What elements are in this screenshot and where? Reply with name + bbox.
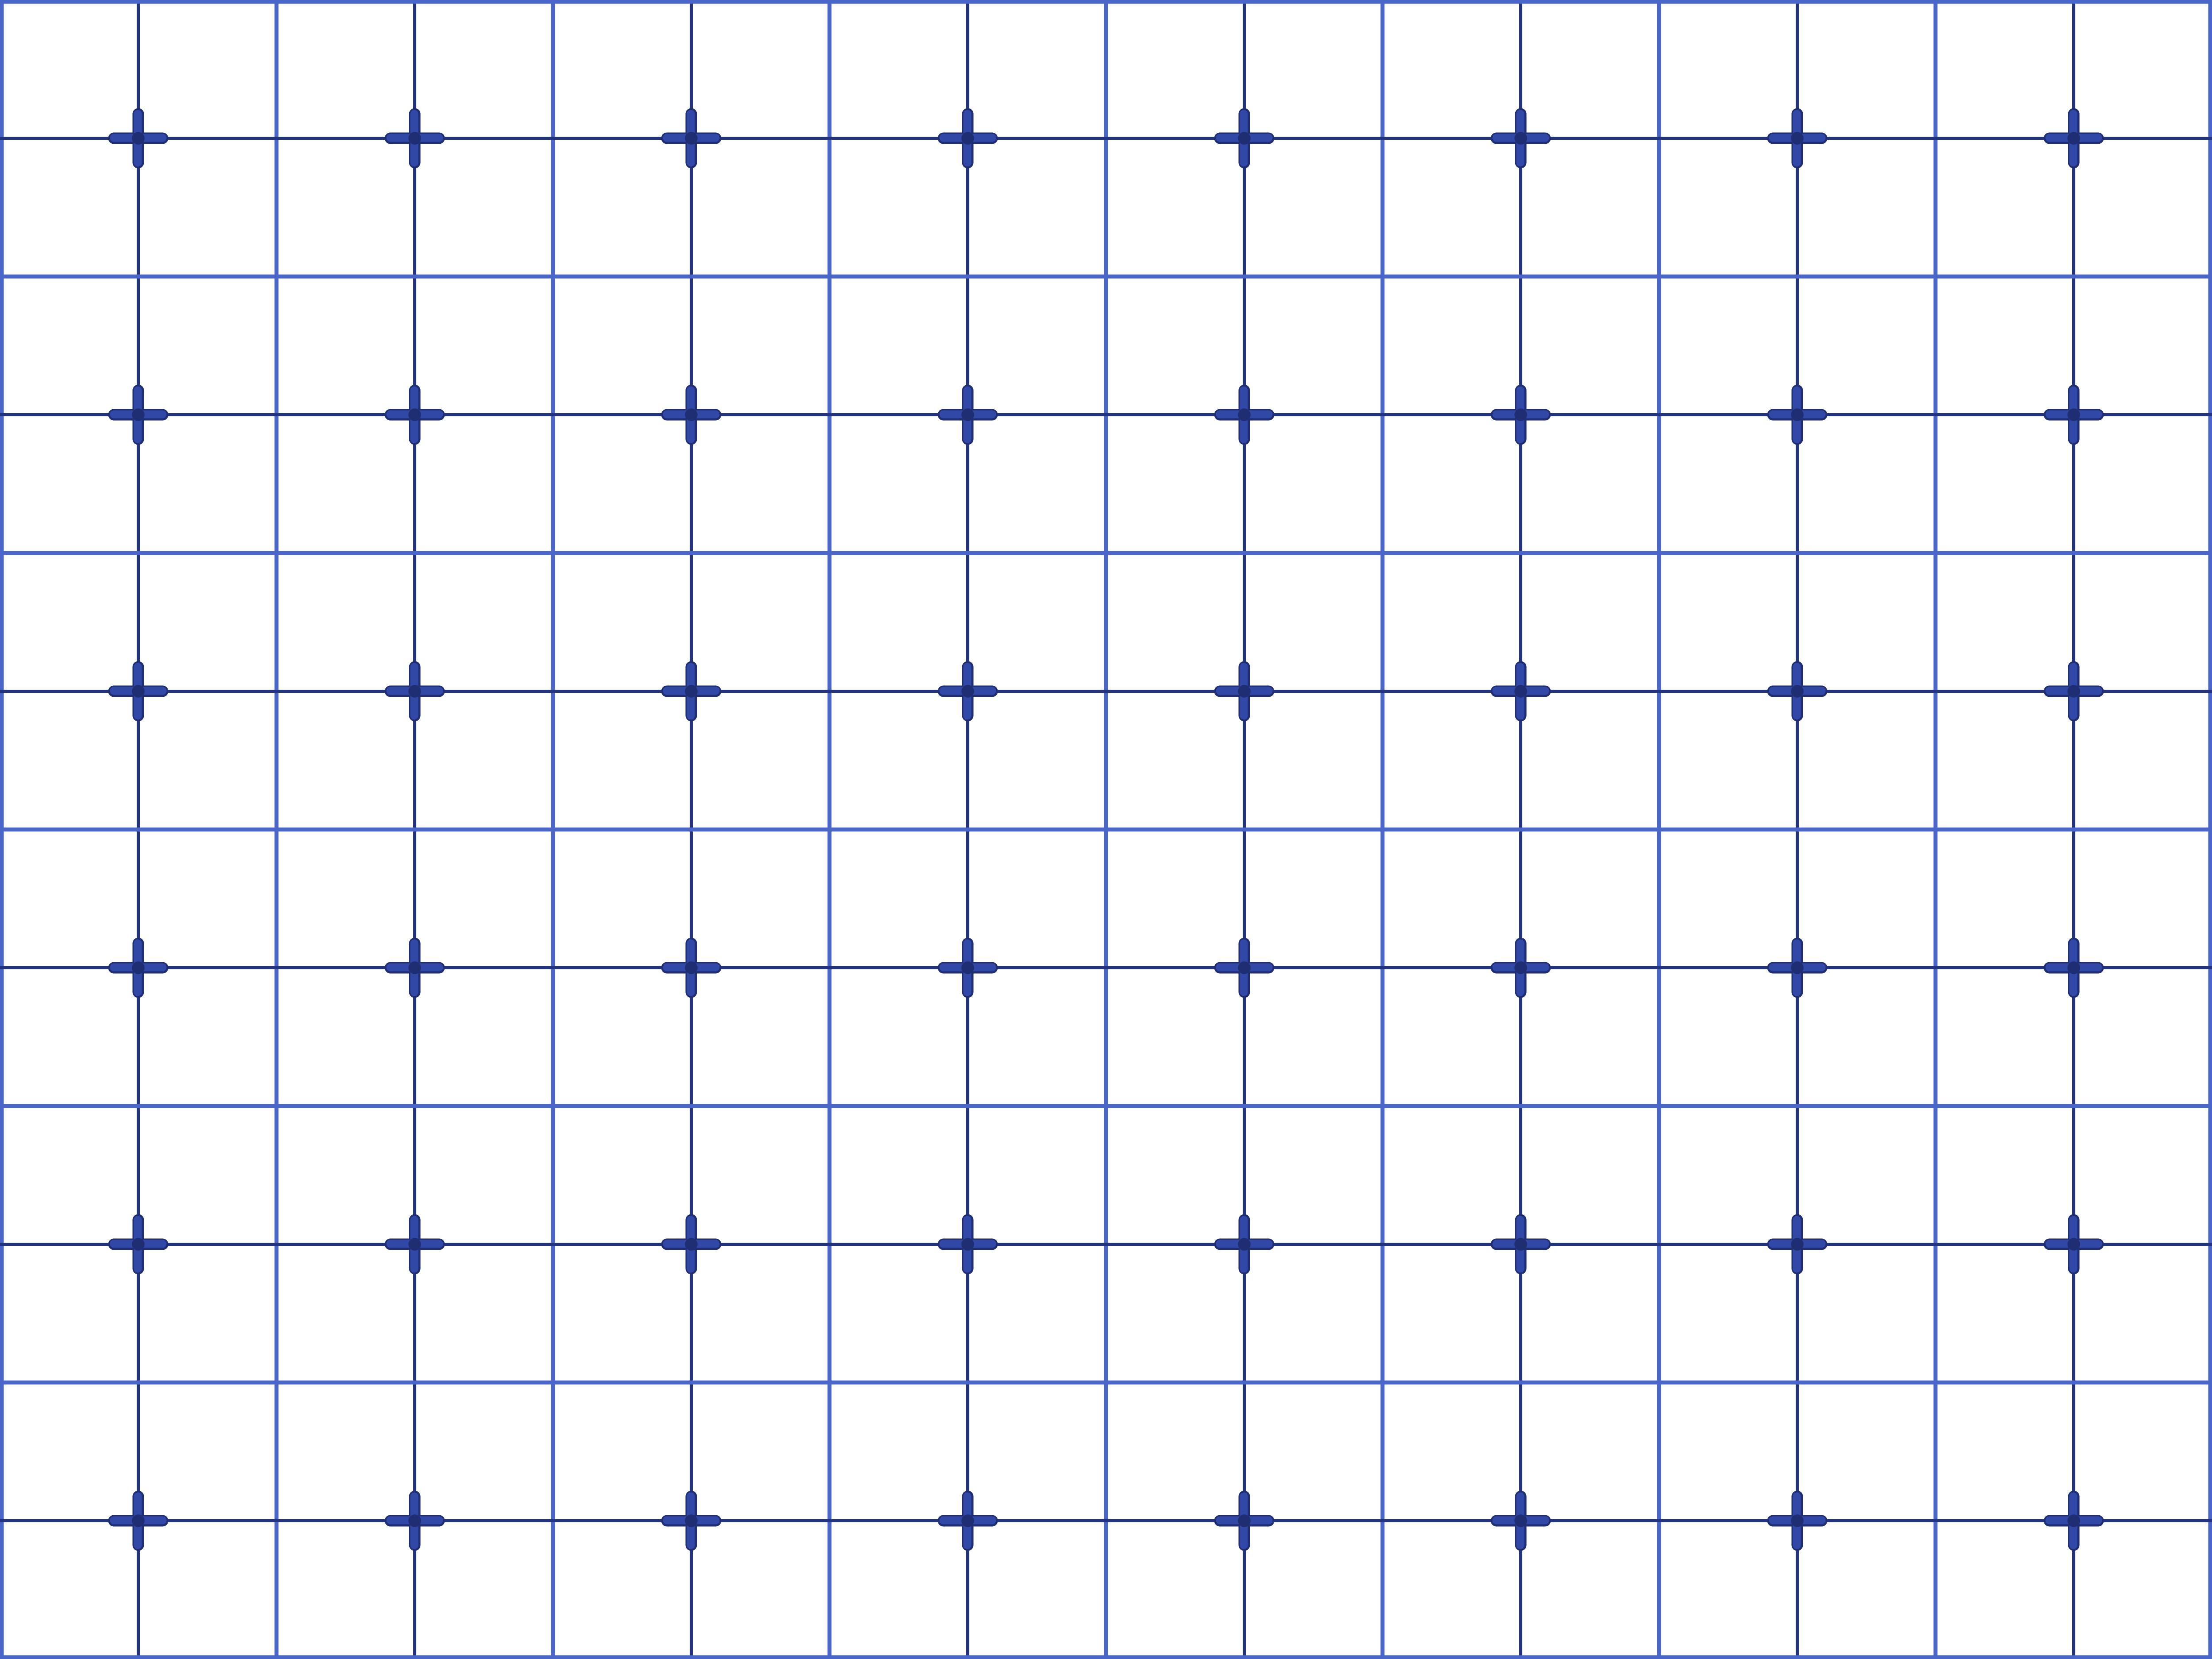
cross-ornament-icon bbox=[1490, 937, 1551, 998]
cross-ornament-icon bbox=[108, 1490, 169, 1551]
cross-ornament-icon bbox=[1214, 1490, 1275, 1551]
cross-ornament-icon bbox=[937, 1214, 998, 1275]
cross-ornament-icon bbox=[1767, 661, 1828, 722]
cross-ornament-icon bbox=[384, 937, 445, 998]
cross-ornaments bbox=[108, 108, 2104, 1551]
cross-ornament-icon bbox=[384, 384, 445, 445]
cross-ornament-icon bbox=[1490, 661, 1551, 722]
cross-ornament-icon bbox=[1214, 1214, 1275, 1275]
cross-ornament-icon bbox=[384, 661, 445, 722]
cross-ornament-icon bbox=[1767, 937, 1828, 998]
cross-ornament-icon bbox=[937, 108, 998, 169]
cross-ornament-icon bbox=[384, 108, 445, 169]
cross-ornament-icon bbox=[661, 384, 722, 445]
cross-ornament-icon bbox=[1490, 1490, 1551, 1551]
cross-ornament-icon bbox=[2043, 1490, 2104, 1551]
cross-ornament-icon bbox=[937, 384, 998, 445]
cross-ornament-icon bbox=[2043, 1214, 2104, 1275]
cross-ornament-icon bbox=[1767, 384, 1828, 445]
cross-ornament-icon bbox=[937, 937, 998, 998]
cross-ornament-icon bbox=[1767, 1214, 1828, 1275]
cross-ornament-icon bbox=[1214, 661, 1275, 722]
cross-ornament-icon bbox=[2043, 661, 2104, 722]
cross-ornament-icon bbox=[1490, 384, 1551, 445]
cross-ornament-icon bbox=[108, 1214, 169, 1275]
cross-ornament-icon bbox=[1490, 108, 1551, 169]
cross-ornament-icon bbox=[1214, 108, 1275, 169]
cross-ornament-icon bbox=[1767, 1490, 1828, 1551]
cross-ornament-icon bbox=[2043, 937, 2104, 998]
cross-ornament-icon bbox=[661, 108, 722, 169]
cross-ornament-icon bbox=[661, 661, 722, 722]
cross-ornament-icon bbox=[108, 661, 169, 722]
cross-ornament-icon bbox=[384, 1214, 445, 1275]
cross-ornament-icon bbox=[108, 384, 169, 445]
cross-ornament-icon bbox=[2043, 108, 2104, 169]
cross-ornament-icon bbox=[661, 937, 722, 998]
cross-ornament-icon bbox=[1214, 384, 1275, 445]
cross-ornament-icon bbox=[937, 1490, 998, 1551]
cross-ornament-icon bbox=[2043, 384, 2104, 445]
cross-ornament-icon bbox=[661, 1490, 722, 1551]
cross-ornament-icon bbox=[384, 1490, 445, 1551]
cross-ornament-icon bbox=[108, 108, 169, 169]
cross-ornament-icon bbox=[1767, 108, 1828, 169]
cross-ornament-icon bbox=[937, 661, 998, 722]
cross-ornament-icon bbox=[1490, 1214, 1551, 1275]
cross-ornament-icon bbox=[1214, 937, 1275, 998]
cross-ornament-icon bbox=[108, 937, 169, 998]
cross-ornament-icon bbox=[661, 1214, 722, 1275]
